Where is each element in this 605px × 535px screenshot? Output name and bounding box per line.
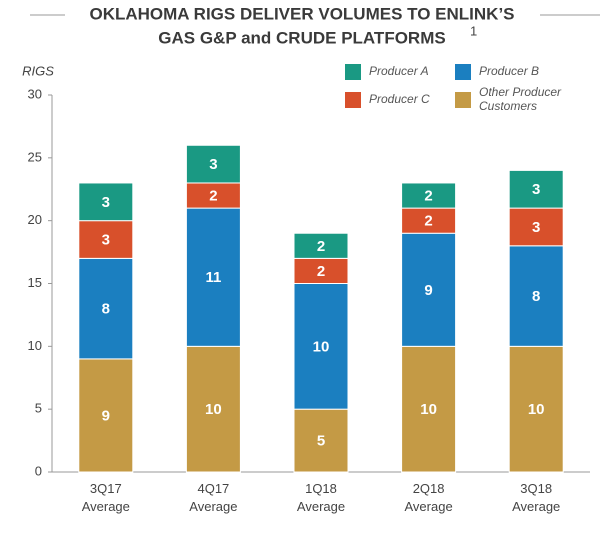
value-label: 9 <box>424 282 432 299</box>
value-label: 2 <box>209 188 217 205</box>
bar-segment <box>293 257 349 285</box>
value-label: 9 <box>102 407 110 424</box>
x-tick-label: 3Q18 Average <box>512 481 560 514</box>
bar-segment <box>78 182 134 222</box>
bar-segment <box>508 207 564 247</box>
value-label: 8 <box>532 288 540 305</box>
y-tick-label: 0 <box>35 463 42 478</box>
y-tick-label: 5 <box>35 401 42 416</box>
legend-swatch <box>455 64 471 80</box>
bar-segment <box>293 408 349 473</box>
value-label: 10 <box>313 338 330 355</box>
value-label: 10 <box>528 401 545 418</box>
legend-swatch <box>455 92 471 108</box>
y-tick-label: 25 <box>28 149 42 164</box>
legend-label: Producer B <box>479 64 539 78</box>
value-label: 2 <box>317 238 325 255</box>
value-label: 3 <box>532 219 540 236</box>
chart-title: OKLAHOMA RIGS DELIVER VOLUMES TO ENLINK’… <box>89 4 514 23</box>
value-label: 2 <box>317 263 325 280</box>
x-tick-label: 4Q17 Average <box>189 481 237 514</box>
value-label: 3 <box>102 231 110 248</box>
value-label: 10 <box>420 401 437 418</box>
x-tick-label: 3Q17 Average <box>82 481 130 514</box>
bar-segment <box>78 220 134 259</box>
bar-segment <box>78 358 134 473</box>
legend-swatch <box>345 64 361 80</box>
y-tick-label: 30 <box>28 86 42 101</box>
value-label: 3 <box>209 156 217 173</box>
title-note: 1 <box>470 23 477 38</box>
value-label: 5 <box>317 433 325 450</box>
legend-label: Producer C <box>369 92 430 106</box>
legend-label: Producer A <box>369 64 429 78</box>
legend-label: Other Producer Customers <box>479 85 562 113</box>
bar-segment <box>508 245 564 347</box>
x-tick-label: 2Q18 Average <box>405 481 453 514</box>
bar-segment <box>401 207 457 234</box>
legend-swatch <box>345 92 361 108</box>
bar-segment <box>185 144 241 184</box>
bar-segment <box>401 345 457 473</box>
bar-segment <box>508 169 564 209</box>
value-label: 2 <box>424 188 432 205</box>
bar-segment <box>401 182 457 209</box>
bar-segment <box>293 232 349 259</box>
x-tick-label: 1Q18 Average <box>297 481 345 514</box>
y-axis-label: RIGS <box>22 63 54 78</box>
y-tick-label: 15 <box>28 275 42 290</box>
y-tick-label: 10 <box>28 338 42 353</box>
value-label: 10 <box>205 401 222 418</box>
value-label: 11 <box>205 269 221 286</box>
y-tick-label: 20 <box>28 212 42 227</box>
bar-segment <box>185 345 241 473</box>
value-label: 3 <box>532 181 540 198</box>
bar-segment <box>78 257 134 360</box>
chart-title: GAS G&P and CRUDE PLATFORMS <box>158 28 445 47</box>
value-label: 2 <box>424 213 432 230</box>
value-label: 3 <box>102 194 110 211</box>
value-label: 8 <box>102 301 110 318</box>
bar-segment <box>293 283 349 410</box>
